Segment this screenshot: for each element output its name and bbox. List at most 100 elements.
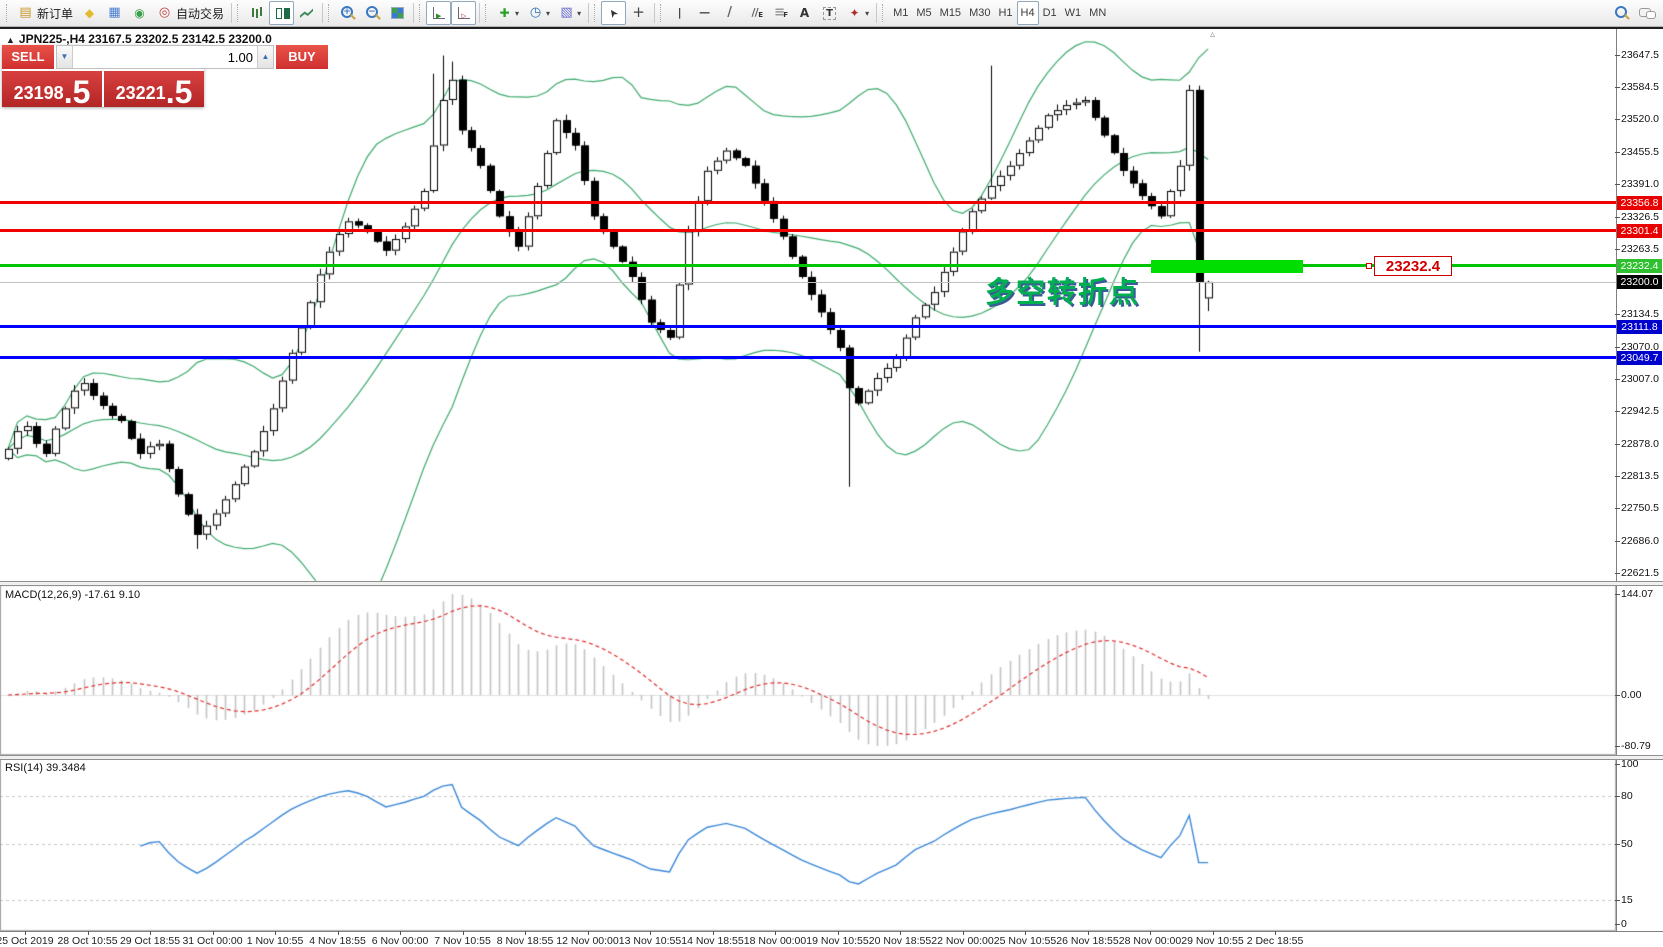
buy-price[interactable]: 23221.5 — [104, 71, 204, 110]
horizontal-line-button[interactable] — [692, 1, 717, 25]
time-axis-tick — [712, 931, 714, 935]
fibonacci-icon — [771, 5, 788, 23]
tf-m15-button[interactable]: M15 — [936, 1, 965, 25]
price-axis-tick: 23007.0 — [1615, 372, 1659, 385]
price-axis-tick: 23391.0 — [1615, 178, 1659, 191]
auto-scroll-button[interactable] — [426, 1, 452, 25]
price-axis-badge: 23232.4 — [1617, 258, 1662, 273]
time-axis-label: 18 Nov 00:00 — [743, 935, 807, 947]
time-axis-tick — [1087, 931, 1089, 935]
tf-m15-label: M15 — [939, 7, 962, 19]
eraser-button[interactable] — [77, 1, 102, 25]
autotrading-button[interactable]: 自动交易 — [152, 1, 228, 25]
chart-canvas[interactable] — [0, 29, 1663, 947]
tf-m1-button[interactable]: M1 — [889, 1, 912, 25]
time-axis-label: 7 Nov 10:55 — [434, 935, 491, 947]
templates-icon — [558, 5, 575, 21]
crosshair-button[interactable] — [626, 1, 651, 25]
rsi-indicator-label: RSI(14) 39.3484 — [5, 762, 86, 774]
time-axis-tick — [25, 931, 26, 935]
buy-price-fraction: .5 — [165, 74, 193, 110]
time-axis-tick — [650, 931, 651, 935]
time-axis-line — [0, 931, 1663, 932]
tf-h1-label: H1 — [998, 7, 1013, 19]
tf-mn-button[interactable]: MN — [1085, 1, 1110, 25]
resistance-line-23301-4[interactable] — [0, 229, 1616, 232]
rsi-axis-tick: 50 — [1615, 838, 1633, 850]
buy-button[interactable]: BUY — [276, 45, 328, 69]
time-axis-tick — [1212, 931, 1214, 935]
horizontal-line-icon — [696, 5, 713, 21]
arrows-button[interactable]: ▾ — [842, 1, 873, 25]
text-button[interactable] — [792, 1, 817, 25]
vertical-line-button[interactable] — [667, 1, 692, 25]
autotrading-label: 自动交易 — [176, 6, 225, 21]
macd-pane-splitter[interactable] — [0, 581, 1663, 586]
trendline-button[interactable] — [717, 1, 742, 25]
time-axis-label: 1 Nov 10:55 — [246, 935, 304, 947]
price-label-anchor — [1366, 263, 1372, 269]
tf-m5-label: M5 — [916, 7, 932, 19]
volume-input[interactable] — [73, 46, 257, 68]
time-axis-label: 12 Nov 00:00 — [556, 935, 619, 947]
bull-bear-turning-point-text[interactable]: 多空转折点 — [985, 277, 1141, 309]
price-axis-badge: 23200.0 — [1617, 275, 1662, 289]
tf-m30-button[interactable]: M30 — [965, 1, 994, 25]
collapse-one-click-arrow[interactable]: ▲ — [6, 35, 15, 45]
periods-button[interactable]: ▾ — [523, 1, 554, 25]
chart-shift-marker-icon: ▵ — [1210, 29, 1216, 40]
zoom-out-icon — [364, 5, 381, 21]
volume-down-button[interactable]: ▼ — [57, 46, 73, 68]
bar-chart-button[interactable] — [244, 1, 269, 25]
sell-price[interactable]: 23198.5 — [2, 71, 102, 108]
equidistant-channel-button[interactable] — [742, 1, 767, 25]
tf-m5-button[interactable]: M5 — [912, 1, 935, 25]
auto-scroll-icon — [430, 5, 447, 24]
charts-button[interactable] — [102, 1, 127, 25]
fibonacci-button[interactable] — [767, 1, 792, 25]
market-signal-button[interactable] — [127, 1, 152, 25]
chat-icon — [1638, 5, 1656, 21]
time-axis-label: 22 Nov 00:00 — [931, 935, 994, 947]
periods-icon — [527, 5, 544, 21]
price-label-box[interactable]: 23232.4 — [1374, 256, 1452, 276]
chat-button[interactable] — [1634, 1, 1659, 25]
zoom-in-button[interactable] — [335, 1, 360, 25]
candlestick-chart-button[interactable] — [269, 1, 295, 25]
tile-windows-button[interactable] — [385, 1, 410, 25]
sell-button[interactable]: SELL — [2, 45, 54, 69]
volume-up-button[interactable]: ▲ — [257, 46, 273, 68]
price-axis-badge: 23049.7 — [1617, 350, 1662, 365]
rsi-axis-tick: 15 — [1615, 894, 1633, 906]
tf-w1-button[interactable]: W1 — [1061, 1, 1086, 25]
new-order-button[interactable]: 新订单 — [13, 1, 77, 25]
current-bid-line — [0, 282, 1616, 283]
zoom-out-button[interactable] — [360, 1, 385, 25]
dropdown-caret-icon: ▾ — [546, 8, 551, 18]
resistance-line-23356-8[interactable] — [0, 201, 1616, 204]
cursor-button[interactable] — [601, 1, 627, 25]
rsi-pane-splitter[interactable] — [0, 755, 1663, 760]
charts-icon — [106, 5, 123, 21]
dropdown-caret-icon: ▾ — [515, 8, 520, 18]
templates-button[interactable]: ▾ — [554, 1, 585, 25]
time-axis-label: 20 Nov 18:55 — [868, 935, 932, 947]
chart-shift-button[interactable] — [451, 1, 477, 25]
tf-h4-button[interactable]: H4 — [1016, 1, 1039, 25]
text-label-button[interactable] — [817, 1, 842, 25]
indicators-button[interactable]: ▾ — [492, 1, 523, 25]
chart-window[interactable]: ▲ JPN225-,H4 23167.5 23202.5 23142.5 2320… — [0, 27, 1663, 947]
time-axis-tick — [462, 931, 464, 935]
tf-d1-button[interactable]: D1 — [1039, 1, 1061, 25]
price-axis-tick: 23263.5 — [1615, 242, 1659, 255]
time-axis-label: 31 Oct 00:00 — [182, 935, 243, 947]
line-chart-button[interactable] — [294, 1, 319, 25]
support-line-23111-8[interactable] — [0, 325, 1616, 328]
search-button[interactable] — [1609, 1, 1634, 25]
pivot-line-23232-4[interactable] — [0, 264, 1616, 267]
highlight-zone-rect[interactable] — [1151, 260, 1303, 273]
tf-h1-button[interactable]: H1 — [994, 1, 1016, 25]
dropdown-caret-icon: ▾ — [865, 8, 870, 18]
text-label-icon — [821, 5, 838, 21]
support-line-23049-7[interactable] — [0, 356, 1616, 359]
